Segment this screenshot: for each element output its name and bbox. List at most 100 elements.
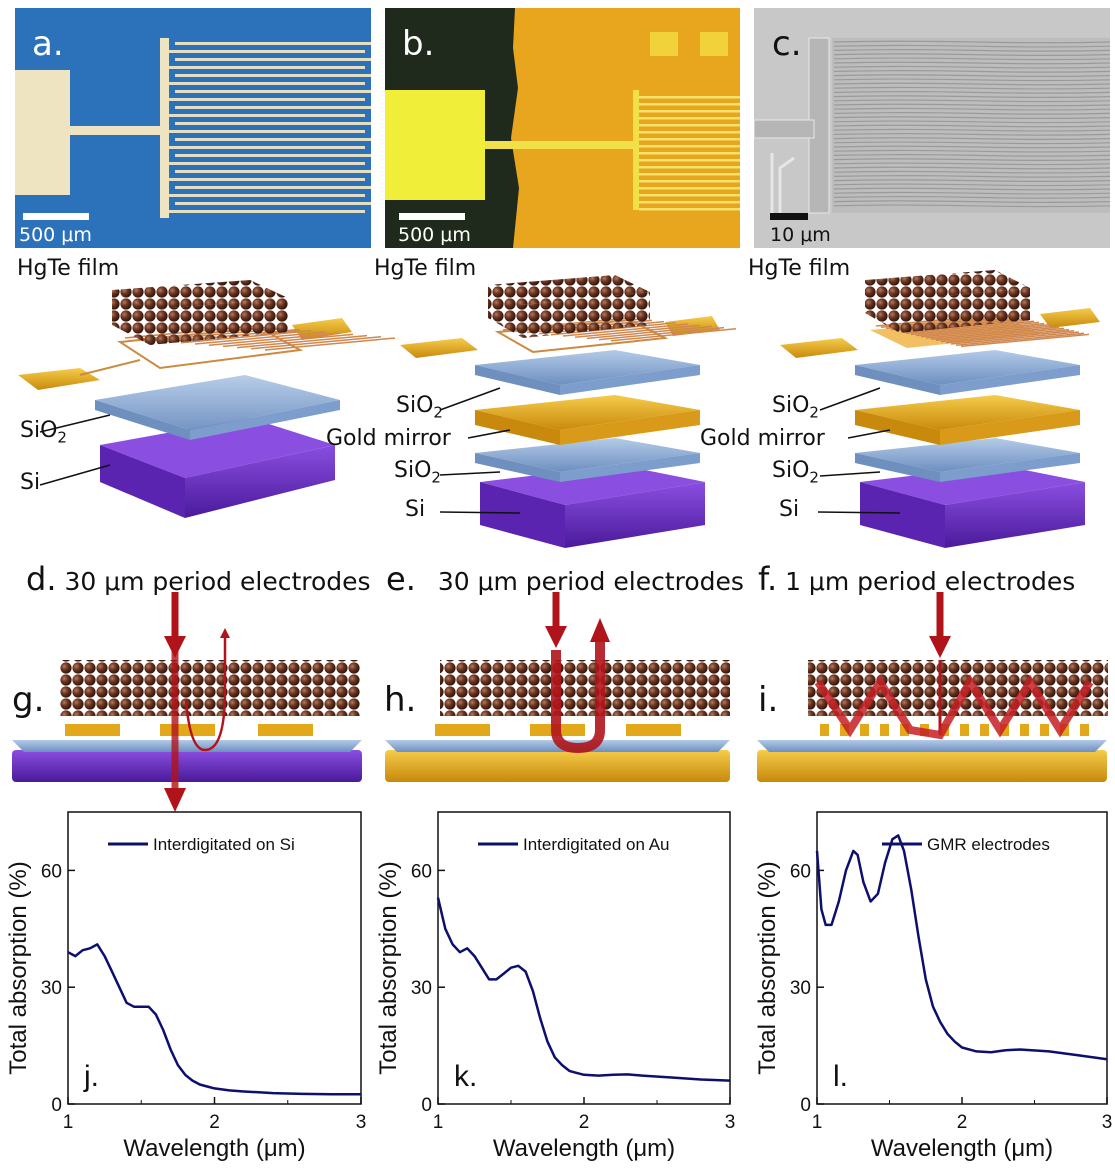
finger-electrode [175, 154, 371, 157]
y-tick-label: 60 [411, 861, 432, 882]
period-label-e: e. 30 μm period electrodes [386, 560, 744, 598]
electrode-line [960, 333, 1090, 348]
period-label-d: d. 30 μm period electrodes [26, 560, 371, 598]
finger-electrode [175, 186, 371, 189]
chart-panel-letter: l. [833, 1060, 848, 1093]
finger-electrode [833, 154, 1110, 157]
x-tick-label: 3 [1102, 1112, 1113, 1133]
finger-electrode [639, 131, 740, 134]
micrograph-a [15, 8, 371, 248]
y-tick-label: 0 [800, 1095, 811, 1116]
electrode-line [945, 330, 1075, 344]
electrode-line [905, 320, 1035, 334]
x-tick-label: 1 [812, 1112, 823, 1133]
finger-electrode [639, 173, 740, 176]
finger-electrode [169, 162, 365, 165]
finger-electrode [833, 141, 1110, 145]
stack-b-film-label: HgTe film [374, 256, 477, 281]
finger-electrode [833, 183, 1110, 187]
stack-b-si-label: Si [405, 497, 426, 522]
stack-a [18, 280, 396, 518]
scale-bar-c [770, 213, 808, 220]
y-tick-label: 60 [41, 861, 62, 882]
stack-b-sio2-bot-label: SiO2 [394, 458, 441, 487]
finger-electrode [169, 130, 365, 133]
finger-electrode [639, 208, 740, 211]
period-label-f: f. 1 μm period electrodes [758, 560, 1075, 598]
chart-panel-letter: k. [454, 1060, 477, 1093]
electrode-line [935, 327, 1065, 342]
y-axis-title: Total absorption (%) [5, 861, 32, 1074]
finger-electrode [833, 137, 1110, 140]
finger-electrode [833, 133, 1110, 136]
finger-electrode [169, 66, 365, 69]
scale-text-c: 10 μm [770, 224, 831, 246]
finger-electrode [175, 90, 371, 93]
finger-electrode [169, 98, 365, 101]
finger-electrode [833, 86, 1110, 90]
grating-electrode [840, 724, 849, 736]
finger-electrode [639, 194, 740, 197]
stack-c [780, 270, 1100, 548]
finger-electrode [175, 106, 371, 109]
micrograph-b-image [385, 8, 740, 248]
x-axis-title: Wavelength (μm) [123, 1135, 305, 1162]
electrode-line [574, 324, 701, 338]
schematic-g [12, 592, 362, 812]
electrode-line [236, 334, 368, 349]
electrode-line [208, 332, 340, 346]
finger-electrode [833, 170, 1110, 174]
y-tick-label: 30 [790, 978, 811, 999]
series-line [67, 943, 361, 1096]
finger-electrode [833, 116, 1110, 119]
x-tick-label: 2 [957, 1112, 968, 1133]
finger-electrode [833, 200, 1110, 203]
grating-electrode [820, 724, 829, 736]
finger-electrode [833, 61, 1110, 65]
x-tick-label: 2 [209, 1112, 220, 1133]
finger-electrode [833, 191, 1110, 195]
electrode-line [925, 325, 1055, 339]
finger-electrode [833, 124, 1110, 128]
stack-a-si-label: Si [20, 470, 41, 495]
finger-electrode [833, 166, 1110, 170]
electrode-line [222, 333, 354, 348]
grating-electrode [1020, 724, 1029, 736]
stack-c-sio2-bot-label: SiO2 [772, 458, 819, 487]
finger-electrode [169, 82, 365, 85]
micrograph-b-letter: b. [402, 24, 435, 64]
stack-a-film-label: HgTe film [17, 256, 120, 281]
series-line [815, 834, 1108, 1061]
electrode-line [250, 336, 382, 350]
finger-electrode [833, 49, 1110, 52]
scale-text-b: 500 μm [398, 224, 471, 246]
finger-electrode [833, 91, 1110, 94]
finger-electrode [639, 159, 740, 162]
finger-electrode [639, 124, 740, 127]
x-tick-label: 2 [579, 1112, 590, 1133]
electrode-line [940, 328, 1070, 343]
electrode-line [264, 337, 396, 351]
finger-electrode [833, 82, 1110, 86]
y-tick-label: 0 [51, 1095, 62, 1116]
x-axis-title: Wavelength (μm) [871, 1135, 1053, 1162]
y-tick-label: 30 [41, 978, 62, 999]
finger-electrode [833, 103, 1110, 107]
finger-electrode [169, 210, 365, 213]
x-tick-label: 3 [356, 1112, 367, 1133]
finger-electrode [639, 201, 740, 204]
finger-electrode [175, 202, 371, 205]
finger-electrode [639, 180, 740, 183]
finger-electrode [639, 96, 740, 99]
stack-c-film-label: HgTe film [748, 256, 851, 281]
micrograph-b [385, 8, 740, 248]
period-letter-e: e. [386, 560, 416, 598]
stack-b-gold-label: Gold mirror [326, 426, 451, 451]
scale-text-a: 500 μm [19, 224, 92, 246]
grating-electrode [1080, 724, 1089, 736]
finger-electrode [169, 114, 365, 117]
finger-electrode [833, 78, 1110, 82]
period-text-d: 30 μm period electrodes [64, 567, 371, 596]
